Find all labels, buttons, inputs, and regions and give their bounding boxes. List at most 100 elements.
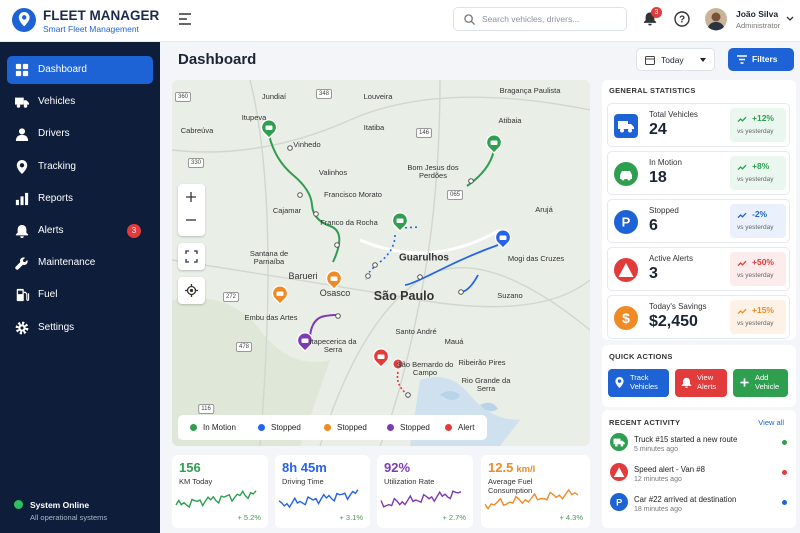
- icon-shape: [265, 125, 273, 130]
- fullscreen-button[interactable]: [178, 243, 205, 270]
- status-subtitle: All operational systems: [30, 513, 108, 522]
- kpi-card: 12.5 km/l Average Fuel Consumption + 4.3%: [481, 455, 590, 528]
- locate-button[interactable]: [178, 277, 205, 304]
- nav-item[interactable]: Fuel: [7, 281, 153, 309]
- icon-shape: ?: [679, 15, 685, 26]
- legend-dot: [190, 424, 197, 431]
- nav-item[interactable]: Drivers: [7, 120, 153, 148]
- map[interactable]: ! Jundiaí Louveira Bragança Paulista Itupeva…: [172, 80, 590, 446]
- icon-shape: [740, 378, 749, 387]
- nav-item[interactable]: Maintenance: [7, 249, 153, 277]
- nav-label[interactable]: Dashboard: [38, 64, 87, 75]
- map-place-label: Cajamar: [272, 205, 302, 215]
- legend-dot: [258, 424, 265, 431]
- icon-shape: [614, 443, 618, 447]
- map-place-label: Jundiaí: [261, 91, 287, 101]
- icon-shape: [681, 377, 692, 388]
- filters-label[interactable]: Filters: [752, 54, 778, 64]
- icon-shape: P: [622, 215, 631, 230]
- locate-icon: [185, 284, 198, 297]
- quick-action-label[interactable]: View Alerts: [697, 373, 717, 392]
- nav-item[interactable]: Dashboard: [7, 56, 153, 84]
- icon-shape: [737, 260, 747, 267]
- quick-action-label[interactable]: Track Vehicles: [630, 373, 658, 392]
- icon-shape: [287, 145, 293, 151]
- map-place-label: Francisco Morato: [324, 189, 382, 199]
- activity-icon: [610, 433, 628, 451]
- nav-label[interactable]: Reports: [38, 192, 74, 204]
- stat-change-value: +12%: [752, 113, 774, 123]
- icon-shape: [18, 12, 30, 27]
- quick-action-button[interactable]: Track Vehicles: [608, 369, 669, 397]
- activity-icon: P: [610, 493, 628, 511]
- legend-label: Stopped: [337, 422, 367, 432]
- icon-shape: [737, 116, 747, 123]
- icon-shape: [613, 438, 621, 445]
- stat-change: -2% vs yesterday: [730, 204, 786, 238]
- quick-action-button[interactable]: View Alerts: [675, 369, 727, 397]
- stat-label: Total Vehicles: [649, 110, 698, 119]
- nav-item[interactable]: Vehicles: [7, 88, 153, 116]
- stat-change-value: -2%: [752, 209, 768, 219]
- map-place-label: Itapecerica da Serra: [309, 336, 357, 354]
- legend-dot: [445, 424, 452, 431]
- nav-label[interactable]: Settings: [38, 321, 75, 333]
- activity-time: 18 minutes ago: [634, 506, 682, 513]
- kpi-value-text: 8h 45m: [282, 460, 327, 475]
- kpi-unit: km/l: [516, 464, 536, 475]
- period-label[interactable]: Today: [661, 54, 684, 65]
- recent-activity-card: RECENT ACTIVITY View all Truck #15 started…: [602, 410, 796, 528]
- nav-item[interactable]: Reports: [7, 185, 153, 213]
- activity-time: 5 minutes ago: [634, 446, 678, 453]
- activity-text: Truck #15 started a new route: [634, 435, 738, 444]
- map-place-label: São Paulo: [373, 289, 435, 304]
- search-box[interactable]: Search vehicles, drivers...: [453, 7, 627, 31]
- nav-icon: [15, 257, 28, 270]
- search-placeholder[interactable]: Search vehicles, drivers...: [482, 14, 580, 24]
- nav-label[interactable]: Fuel: [38, 289, 58, 301]
- stat-icon: [614, 162, 638, 186]
- nav-label[interactable]: Drivers: [38, 128, 70, 140]
- icon-shape: [628, 128, 632, 133]
- nav-label[interactable]: Alerts: [38, 225, 64, 236]
- nav-icon: [15, 192, 29, 205]
- nav-item[interactable]: Alerts 3: [7, 217, 153, 245]
- nav-label[interactable]: Vehicles: [38, 96, 76, 108]
- icon-shape: [621, 177, 625, 181]
- nav-icon: [15, 63, 29, 77]
- zoom-out[interactable]: [186, 219, 196, 221]
- view-all-link[interactable]: View all: [758, 418, 784, 427]
- map-place-label: Atibaia: [498, 115, 522, 125]
- stat-change: +12% vs yesterday: [730, 108, 786, 142]
- stat-row: P Stopped 6 -2% vs yesterday: [607, 199, 790, 243]
- nav-label[interactable]: Maintenance: [38, 257, 96, 269]
- logo: [12, 8, 36, 32]
- nav-icon: [16, 289, 30, 302]
- nav-item[interactable]: Settings: [7, 314, 153, 342]
- stat-note: vs yesterday: [737, 224, 774, 231]
- quick-action-label[interactable]: Add Vehicle: [755, 373, 780, 392]
- kpi-change: + 3.1%: [339, 513, 363, 522]
- icon-shape: [618, 263, 634, 277]
- legend-dot: [324, 424, 331, 431]
- road-label: 348: [315, 89, 333, 99]
- filters-button[interactable]: Filters: [728, 48, 794, 71]
- nav-item[interactable]: Tracking: [7, 153, 153, 181]
- nav-label[interactable]: Tracking: [38, 160, 76, 172]
- icon-shape: [313, 211, 319, 217]
- zoom-in[interactable]: [186, 192, 196, 202]
- stat-row: Total Vehicles 24 +12% vs yesterday: [607, 103, 790, 147]
- icon-shape: [417, 274, 423, 280]
- zoom-control: [178, 184, 205, 236]
- icon-shape: [25, 192, 29, 205]
- legend-dot: [387, 424, 394, 431]
- brand-title: FLEET MANAGER: [43, 8, 160, 23]
- quick-action-button[interactable]: Add Vehicle: [733, 369, 788, 397]
- period-select[interactable]: Today: [636, 48, 715, 71]
- icon-shape: [737, 212, 747, 219]
- legend-label: Stopped: [271, 422, 301, 432]
- quick-actions-card: QUICK ACTIONS Track Vehicles View Alerts Ad…: [602, 345, 796, 407]
- icon-shape: [23, 104, 28, 108]
- notification-badge: 3: [651, 7, 662, 18]
- icon-shape: [372, 262, 378, 268]
